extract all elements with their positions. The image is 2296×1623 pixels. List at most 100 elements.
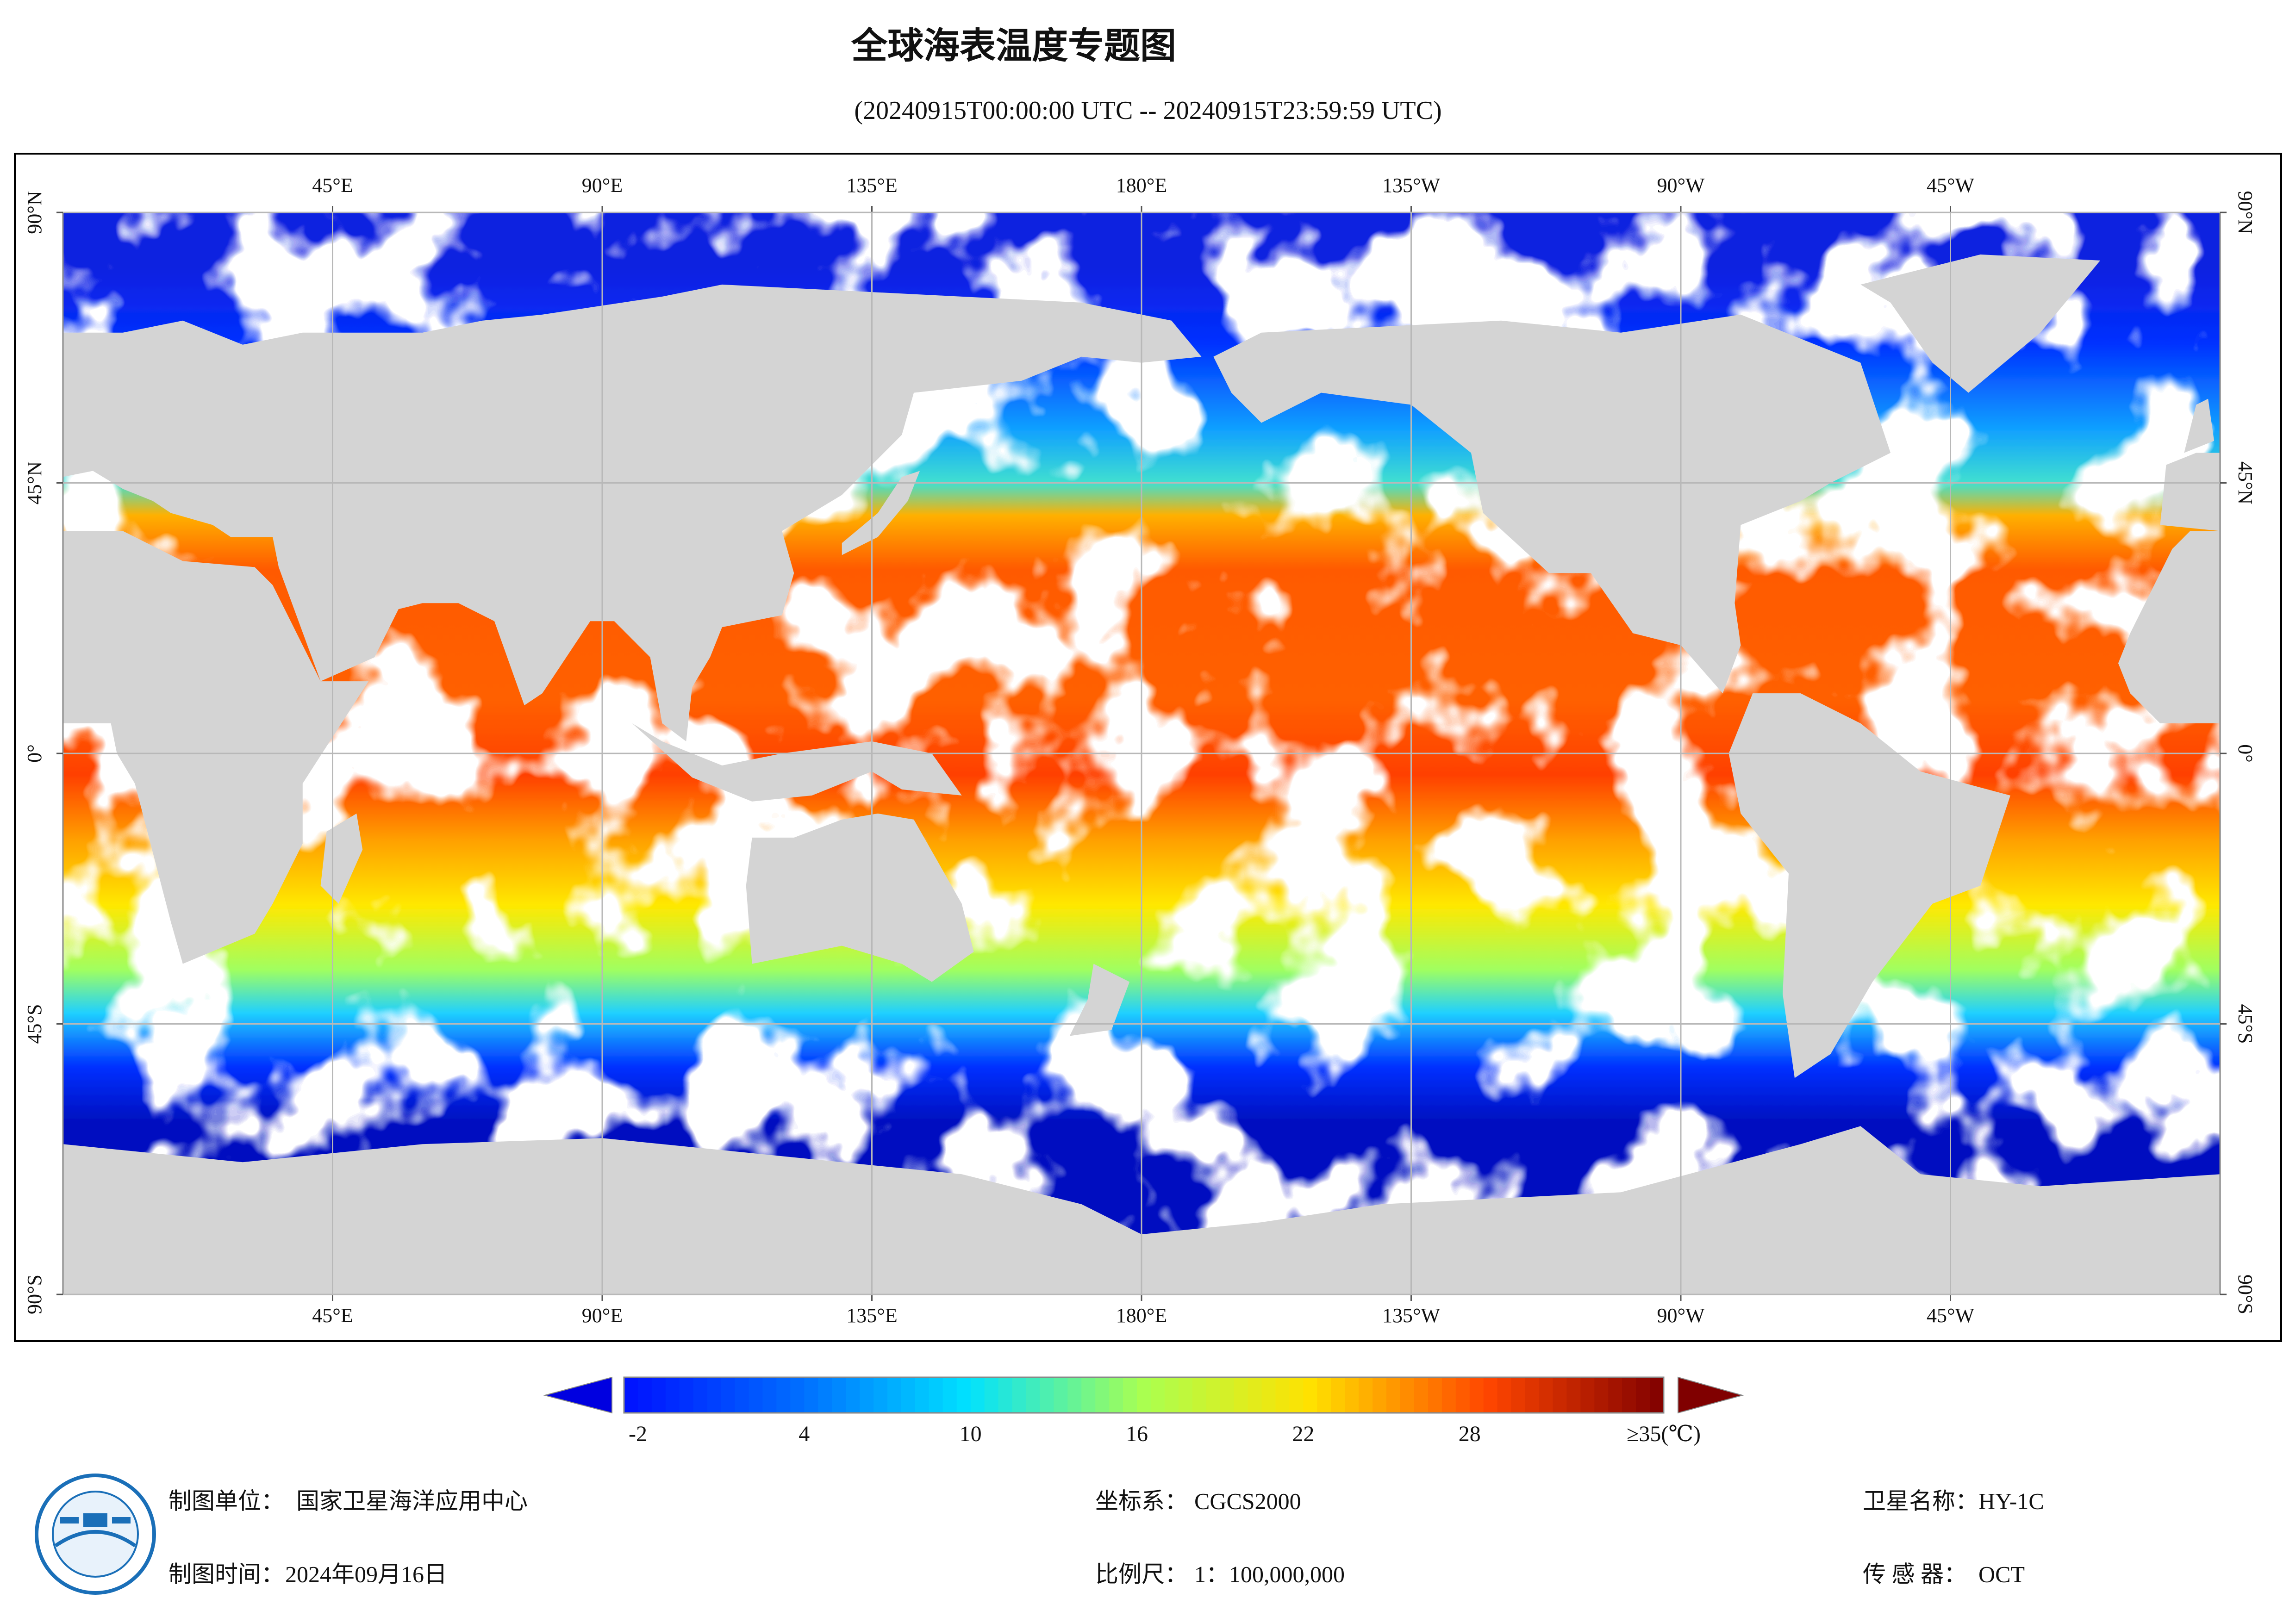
colorbar-step: [1331, 1377, 1345, 1413]
footer-unit-label: 制图单位：: [168, 1488, 284, 1514]
colorbar-step: [956, 1377, 971, 1413]
colorbar-step: [1428, 1377, 1442, 1413]
colorbar-step: [1525, 1377, 1539, 1413]
colorbar-step: [1206, 1377, 1221, 1413]
colorbar-step: [1012, 1377, 1026, 1413]
colorbar-step: [1220, 1377, 1235, 1413]
colorbar-tick-label: -2: [629, 1422, 647, 1446]
iberia: [2160, 453, 2220, 531]
africa: [63, 531, 369, 964]
colorbar-step: [693, 1377, 708, 1413]
colorbar-step: [901, 1377, 916, 1413]
footer-unit: 国家卫星海洋应用中心: [296, 1488, 528, 1514]
colorbar-step: [1636, 1377, 1650, 1413]
colorbar-step: [1511, 1377, 1526, 1413]
colorbar-step: [665, 1377, 680, 1413]
footer-crs: CGCS2000: [1194, 1488, 1301, 1514]
colorbar-step: [1455, 1377, 1470, 1413]
footer-sensor-label: 传 感 器：: [1863, 1561, 1967, 1587]
colorbar-step: [1150, 1377, 1165, 1413]
footer-time: 2024年09月16日: [285, 1561, 447, 1587]
colorbar-step: [1441, 1377, 1456, 1413]
north-america: [1213, 314, 1891, 694]
colorbar-step: [749, 1377, 763, 1413]
lat-label-left: 90°N: [23, 191, 46, 234]
lon-label-bottom: 45°W: [1927, 1304, 1975, 1327]
colorbar-step: [707, 1377, 722, 1413]
colorbar-step: [762, 1377, 777, 1413]
colorbar-step: [1234, 1377, 1248, 1413]
colorbar-under: [543, 1376, 612, 1414]
new-zealand: [1069, 964, 1130, 1036]
colorbar-step: [1054, 1377, 1068, 1413]
lat-label-right: 45°N: [2234, 461, 2257, 504]
colorbar-frame: [623, 1376, 1665, 1414]
colorbar-step: [1345, 1377, 1359, 1413]
lat-label-left: 45°N: [23, 461, 46, 504]
lon-label-bottom: 180°E: [1116, 1304, 1167, 1327]
colorbar-step: [1594, 1377, 1609, 1413]
britain: [2184, 398, 2215, 453]
colorbar-step: [1137, 1377, 1151, 1413]
lon-label-top: 135°W: [1382, 174, 1441, 197]
colorbar-step: [1553, 1377, 1567, 1413]
lat-label-right: 90°N: [2234, 191, 2257, 234]
colorbar-step: [1414, 1377, 1429, 1413]
colorbar-step: [1040, 1377, 1054, 1413]
lon-label-top: 45°E: [312, 174, 353, 197]
colorbar-step: [679, 1377, 694, 1413]
colorbar-step: [1373, 1377, 1387, 1413]
footer-crs-label: 坐标系：: [1095, 1488, 1188, 1514]
colorbar-step: [1109, 1377, 1123, 1413]
colorbar-tick-label: 4: [799, 1422, 810, 1446]
colorbar-step: [970, 1377, 985, 1413]
colorbar-step: [637, 1377, 652, 1413]
colorbar-tick-label: 16: [1126, 1422, 1148, 1446]
colorbar-step: [846, 1377, 860, 1413]
colorbar-step: [1164, 1377, 1179, 1413]
colorbar-step: [1192, 1377, 1207, 1413]
colorbar-tick-label: ≥35(℃): [1627, 1422, 1701, 1446]
lon-label-top: 45°W: [1927, 174, 1975, 197]
japan: [842, 471, 920, 555]
colorbar-step: [1539, 1377, 1553, 1413]
colorbar-step: [873, 1377, 888, 1413]
colorbar-step: [1469, 1377, 1484, 1413]
colorbar-step: [1400, 1377, 1415, 1413]
colorbar-step: [651, 1377, 666, 1413]
colorbar-step: [942, 1377, 957, 1413]
colorbar-step: [1248, 1377, 1262, 1413]
colorbar-step: [1566, 1377, 1581, 1413]
colorbar-step: [1067, 1377, 1082, 1413]
footer-sensor: OCT: [1978, 1561, 2025, 1587]
colorbar-step: [1081, 1377, 1096, 1413]
lat-label-right: 90°S: [2234, 1275, 2257, 1314]
footer-time-label: 制图时间：: [168, 1561, 284, 1587]
colorbar-step: [1497, 1377, 1512, 1413]
lon-label-bottom: 45°E: [312, 1304, 353, 1327]
colorbar-tick-label: 28: [1459, 1422, 1481, 1446]
footer-satellite: HY-1C: [1978, 1488, 2044, 1514]
colorbar-step: [1650, 1377, 1664, 1413]
colorbar-step: [735, 1377, 749, 1413]
colorbar-step: [624, 1377, 638, 1413]
colorbar-step: [1289, 1377, 1304, 1413]
colorbar-step: [1622, 1377, 1636, 1413]
colorbar-over: [1678, 1376, 1744, 1414]
lon-label-bottom: 135°W: [1382, 1304, 1441, 1327]
lon-label-top: 180°E: [1116, 174, 1167, 197]
colorbar-step: [1580, 1377, 1595, 1413]
logo: [35, 1474, 156, 1595]
footer-scale-label: 比例尺：: [1095, 1561, 1188, 1587]
colorbar-step: [776, 1377, 791, 1413]
colorbar-step: [804, 1377, 818, 1413]
title: 全球海表温度专题图: [851, 25, 1176, 67]
colorbar-step: [887, 1377, 902, 1413]
colorbar-step: [1317, 1377, 1331, 1413]
colorbar-step: [1275, 1377, 1290, 1413]
colorbar-step: [1608, 1377, 1622, 1413]
subtitle: (20240915T00:00:00 UTC -- 20240915T23:59…: [854, 96, 1441, 125]
map-border: [14, 153, 2282, 1342]
lat-label-right: 0°: [2234, 744, 2257, 763]
